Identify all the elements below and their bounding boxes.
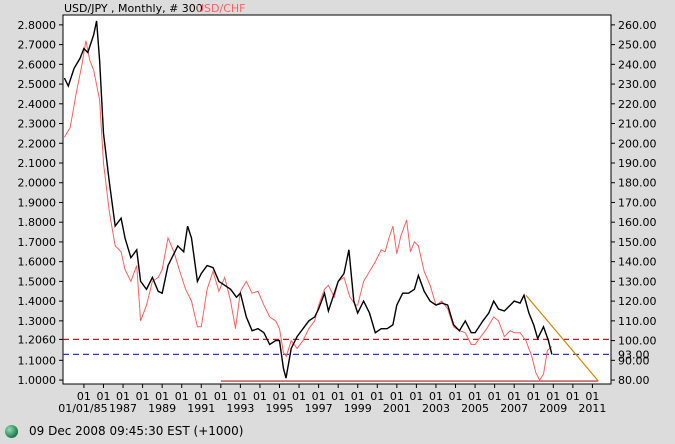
right-axis-tick-label: 160.00 xyxy=(618,216,657,229)
x-axis-month-label: 01 xyxy=(527,390,541,403)
x-axis-month-label: 01 xyxy=(507,390,521,403)
right-axis: 260.00 250.00 240.00 230.00 220.00 210.00 200.… xyxy=(611,19,657,387)
overlay-series-label: USD/CHF xyxy=(196,2,246,15)
x-axis-month-label: 01 xyxy=(449,390,463,403)
x-axis-year-label: 1989 xyxy=(148,402,176,415)
x-axis-month-label: 01 xyxy=(96,390,110,403)
x-axis-year-label: 2003 xyxy=(422,402,450,415)
left-axis-tick-label: 2.4000 xyxy=(18,98,57,111)
x-axis-month-label: 01 xyxy=(214,390,228,403)
trend-line xyxy=(525,294,599,382)
right-axis-tick-label: 180.00 xyxy=(618,177,657,190)
right-axis-tick-label: 150.00 xyxy=(618,236,657,249)
right-axis-tick-label: 90.00 xyxy=(618,354,650,367)
x-axis-month-label: 01 xyxy=(194,390,208,403)
x-axis-year-label: 1991 xyxy=(187,402,215,415)
left-axis-tick-label: 1.1000 xyxy=(18,354,57,367)
left-axis-tick-label: 2.3000 xyxy=(18,118,57,131)
x-axis-month-label: 01 xyxy=(429,390,443,403)
x-axis-month-label: 01 xyxy=(155,390,169,403)
left-axis-tick-label: 2.2000 xyxy=(18,137,57,150)
left-axis-tick-label: 2.1000 xyxy=(18,157,57,170)
right-axis-tick-label: 230.00 xyxy=(618,78,657,91)
chart-title: USD/JPY , Monthly, # 300 xyxy=(64,2,203,15)
overlay-series-line xyxy=(63,40,553,382)
x-axis-month-label: 01 xyxy=(136,390,150,403)
x-axis-year-label: 2007 xyxy=(500,402,528,415)
right-axis-tick-label: 120.00 xyxy=(618,295,657,308)
x-axis-year-label: 01/01/85 xyxy=(58,402,107,415)
x-axis-month-label: 01 xyxy=(77,390,91,403)
left-axis-tick-label: 1.3000 xyxy=(18,315,57,328)
x-axis-year-label: 2005 xyxy=(461,402,489,415)
status-timestamp: 09 Dec 2008 09:45:30 EST (+1000) xyxy=(29,424,244,438)
x-axis-year-label: 1999 xyxy=(344,402,372,415)
right-axis-tick-label: 80.00 xyxy=(618,374,650,387)
right-axis-tick-label: 130.00 xyxy=(618,275,657,288)
x-axis-month-label: 01 xyxy=(409,390,423,403)
left-axis-tick-label: 1.9000 xyxy=(18,196,57,209)
left-axis-tick-label: 1.0000 xyxy=(18,374,57,387)
x-axis-month-label: 01 xyxy=(585,390,599,403)
right-axis-tick-label: 190.00 xyxy=(618,157,657,170)
right-axis-tick-label: 170.00 xyxy=(618,196,657,209)
x-axis-month-label: 01 xyxy=(390,390,404,403)
x-axis-month-label: 01 xyxy=(233,390,247,403)
right-axis-tick-label: 260.00 xyxy=(618,19,657,32)
x-axis-month-label: 01 xyxy=(273,390,287,403)
x-axis-month-label: 01 xyxy=(351,390,365,403)
left-axis-tick-label: 1.2060 xyxy=(18,333,57,346)
reference-lines xyxy=(63,294,611,382)
left-axis-tick-label: 2.7000 xyxy=(18,39,57,52)
x-axis-month-label: 01 xyxy=(292,390,306,403)
primary-series-line xyxy=(63,20,553,379)
x-axis-year-label: 1993 xyxy=(226,402,254,415)
left-axis-tick-label: 1.8000 xyxy=(18,216,57,229)
left-axis-tick-label: 1.5000 xyxy=(18,275,57,288)
x-axis: 01 01 01 01 01 01 01 01 01 01 01 01 01 01 01 01 01 01 01 01… xyxy=(58,384,606,415)
connection-status-icon xyxy=(5,425,18,438)
left-axis-tick-label: 1.6000 xyxy=(18,256,57,269)
right-axis-tick-label: 240.00 xyxy=(618,58,657,71)
x-axis-year-label: 2011 xyxy=(578,402,606,415)
left-axis-tick-label: 1.7000 xyxy=(18,236,57,249)
plot-area[interactable] xyxy=(62,14,612,385)
x-axis-year-label: 1987 xyxy=(109,402,137,415)
x-axis-year-label: 2009 xyxy=(539,402,567,415)
status-bar: 09 Dec 2008 09:45:30 EST (+1000) xyxy=(0,420,675,444)
x-axis-month-label: 01 xyxy=(116,390,130,403)
chart: USD/JPY , Monthly, # 300 USD/CHF 2.80002… xyxy=(17,2,657,415)
right-axis-tick-label: 220.00 xyxy=(618,98,657,111)
left-axis-tick-label: 2.8000 xyxy=(18,19,57,32)
left-axis-tick-label: 2.6000 xyxy=(18,58,57,71)
right-axis-tick-label: 210.00 xyxy=(618,118,657,131)
left-axis-tick-label: 2.5000 xyxy=(18,78,57,91)
right-axis-tick-label: 200.00 xyxy=(618,137,657,150)
current-value-label: 93.00 xyxy=(618,348,650,361)
x-axis-year-label: 1997 xyxy=(305,402,333,415)
x-axis-month-label: 01 xyxy=(370,390,384,403)
x-axis-month-label: 01 xyxy=(488,390,502,403)
x-axis-month-label: 01 xyxy=(253,390,267,403)
x-axis-month-label: 01 xyxy=(175,390,189,403)
left-axis: 2.8000 2.7000 2.6000 2.5000 2.4000 2.3000 2.20… xyxy=(18,19,63,387)
series-group xyxy=(63,20,553,382)
x-axis-month-label: 01 xyxy=(331,390,345,403)
left-axis-tick-label: 1.4000 xyxy=(18,295,57,308)
left-axis-tick-label: 2.0000 xyxy=(18,177,57,190)
right-axis-tick-label: 250.00 xyxy=(618,39,657,52)
x-axis-month-label: 01 xyxy=(468,390,482,403)
right-axis-tick-label: 140.00 xyxy=(618,256,657,269)
right-axis-tick-label: 110.00 xyxy=(618,315,657,328)
x-axis-year-label: 1995 xyxy=(266,402,294,415)
x-axis-month-label: 01 xyxy=(312,390,326,403)
right-axis-tick-label: 100.00 xyxy=(618,335,657,348)
x-axis-year-label: 2001 xyxy=(383,402,411,415)
x-axis-month-label: 01 xyxy=(546,390,560,403)
x-axis-month-label: 01 xyxy=(566,390,580,403)
